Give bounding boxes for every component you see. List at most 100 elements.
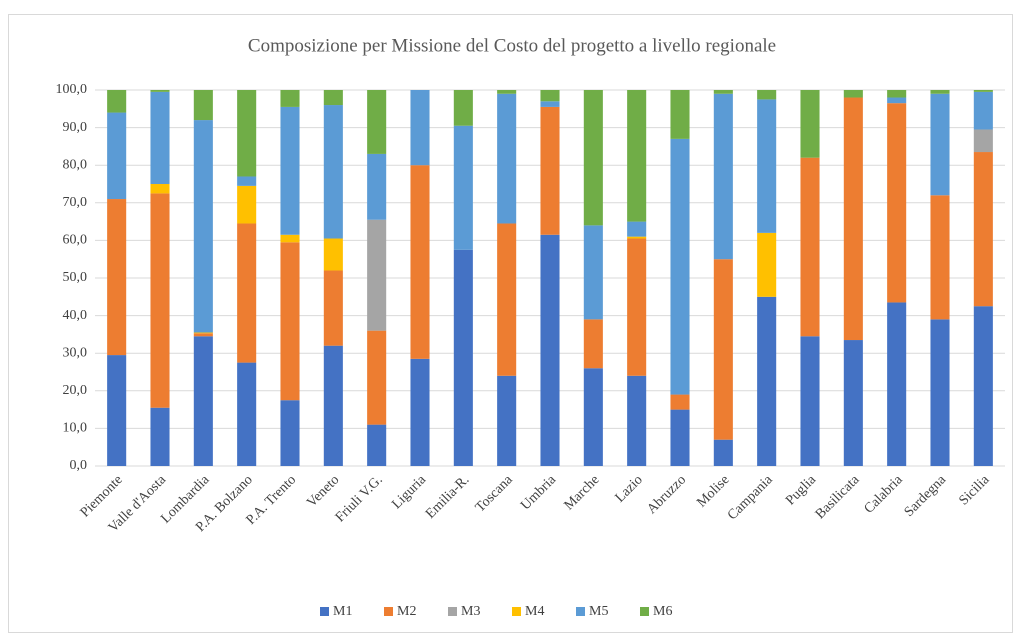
bar-segment bbox=[800, 157, 820, 337]
bar-segment bbox=[627, 238, 647, 376]
bar-segment bbox=[713, 439, 733, 466]
bar-segment bbox=[670, 90, 690, 139]
bar-segment bbox=[453, 249, 473, 466]
bar-segment bbox=[237, 176, 257, 186]
bar-segment bbox=[497, 223, 517, 376]
bar-segment bbox=[540, 234, 560, 466]
bar-segment bbox=[930, 93, 950, 196]
bar-segment bbox=[713, 90, 733, 94]
bar-segment bbox=[150, 193, 170, 408]
legend-swatch bbox=[448, 607, 457, 616]
bar-segment bbox=[367, 219, 387, 331]
bar-segment bbox=[107, 112, 127, 200]
bar-segment bbox=[323, 270, 343, 346]
bar-segment bbox=[280, 234, 300, 243]
bar-segment bbox=[843, 340, 863, 466]
legend-label: M4 bbox=[525, 604, 544, 619]
bar-segment bbox=[757, 99, 777, 233]
y-tick-label: 60,0 bbox=[63, 233, 88, 248]
bar-segment bbox=[843, 97, 863, 341]
bar-segment bbox=[323, 105, 343, 239]
y-tick-label: 70,0 bbox=[63, 195, 88, 210]
bar-segment bbox=[887, 90, 907, 98]
bar-segment bbox=[583, 319, 603, 369]
legend-label: M1 bbox=[333, 604, 352, 619]
bar-segment bbox=[280, 90, 300, 107]
legend-label: M6 bbox=[653, 604, 672, 619]
bar-segment bbox=[627, 221, 647, 237]
bar-segment bbox=[973, 152, 993, 307]
legend-swatch bbox=[320, 607, 329, 616]
bar-segment bbox=[410, 90, 430, 166]
bar-segment bbox=[800, 336, 820, 466]
bar-segment bbox=[453, 125, 473, 250]
bar-segment bbox=[583, 225, 603, 320]
bar-segment bbox=[323, 345, 343, 466]
bar-segment bbox=[757, 296, 777, 466]
bar-segment bbox=[193, 120, 213, 333]
bar-segment bbox=[453, 90, 473, 126]
bar-segment bbox=[540, 90, 560, 102]
bar-segment bbox=[973, 91, 993, 130]
bar-segment bbox=[497, 93, 517, 224]
y-tick-label: 20,0 bbox=[63, 383, 88, 398]
bar-segment bbox=[323, 90, 343, 106]
bar-segment bbox=[150, 407, 170, 466]
y-tick-label: 30,0 bbox=[63, 345, 88, 360]
bar-segment bbox=[583, 90, 603, 226]
bar-segment bbox=[497, 90, 517, 94]
legend-label: M3 bbox=[461, 604, 480, 619]
bar-segment bbox=[237, 362, 257, 466]
bar-segment bbox=[107, 90, 127, 113]
legend-label: M2 bbox=[397, 604, 416, 619]
bar-segment bbox=[193, 332, 213, 334]
bar-segment bbox=[150, 90, 170, 92]
bar-segment bbox=[973, 129, 993, 153]
bar-segment bbox=[540, 106, 560, 235]
bar-segment bbox=[193, 333, 213, 337]
bar-segment bbox=[757, 232, 777, 297]
bar-segment bbox=[367, 153, 387, 220]
bar-segment bbox=[150, 91, 170, 184]
bar-segment bbox=[887, 302, 907, 466]
bar-segment bbox=[237, 90, 257, 177]
bar-segment bbox=[713, 93, 733, 260]
bar-segment bbox=[713, 259, 733, 440]
bar-segment bbox=[930, 195, 950, 320]
bar-segment bbox=[367, 330, 387, 425]
bar-segment bbox=[670, 394, 690, 410]
bar-segment bbox=[627, 375, 647, 466]
bar-segment bbox=[973, 90, 993, 92]
y-tick-label: 50,0 bbox=[63, 270, 88, 285]
bar-segment bbox=[280, 400, 300, 466]
bar-segment bbox=[107, 355, 127, 466]
bar-segment bbox=[367, 424, 387, 466]
bar-segment bbox=[670, 409, 690, 466]
bar-segment bbox=[323, 238, 343, 271]
bar-segment bbox=[583, 368, 603, 466]
bar-segment bbox=[887, 103, 907, 303]
bar-segment bbox=[280, 106, 300, 235]
bar-segment bbox=[670, 138, 690, 395]
chart-title: Composizione per Missione del Costo del … bbox=[248, 35, 776, 56]
bar-segment bbox=[887, 97, 907, 104]
bar-segment bbox=[193, 336, 213, 466]
bar-segment bbox=[757, 90, 777, 100]
y-tick-label: 100,0 bbox=[56, 82, 88, 97]
y-tick-label: 10,0 bbox=[63, 421, 88, 436]
bar-segment bbox=[193, 90, 213, 121]
bar-segment bbox=[107, 199, 127, 356]
y-tick-label: 90,0 bbox=[63, 120, 88, 135]
legend-swatch bbox=[576, 607, 585, 616]
bar-segment bbox=[410, 165, 430, 359]
legend-swatch bbox=[384, 607, 393, 616]
bar-segment bbox=[540, 101, 560, 107]
legend-swatch bbox=[512, 607, 521, 616]
bar-segment bbox=[410, 358, 430, 466]
legend-swatch bbox=[640, 607, 649, 616]
bar-segment bbox=[280, 242, 300, 401]
bar-segment bbox=[930, 90, 950, 94]
bar-segment bbox=[497, 375, 517, 466]
bar-segment bbox=[930, 319, 950, 466]
